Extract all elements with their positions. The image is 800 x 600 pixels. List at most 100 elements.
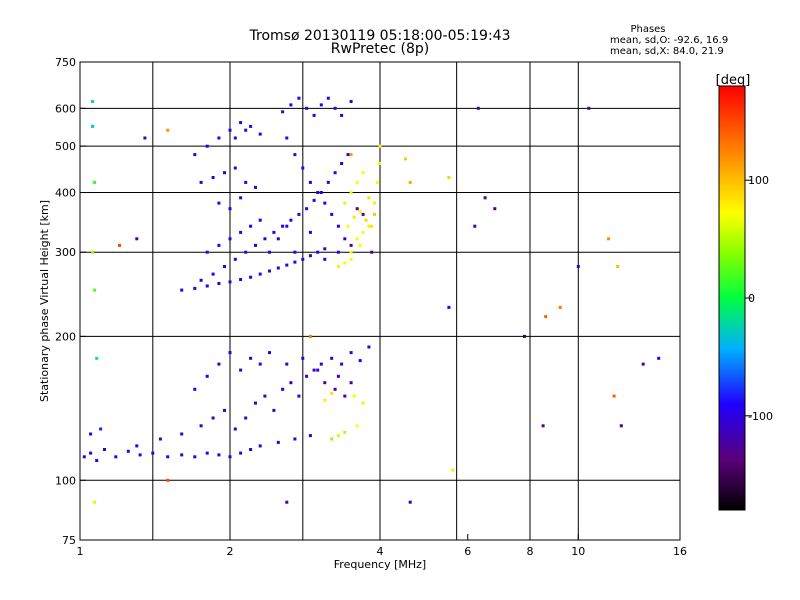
data-point [305,374,309,378]
data-point [483,196,487,200]
data-point [312,198,316,202]
data-point [493,207,497,211]
data-point [352,215,356,219]
x-tick-label: 6 [464,545,471,558]
data-point [301,166,305,170]
data-point [312,368,316,372]
data-point [349,153,353,157]
data-point [361,230,365,234]
data-point [272,230,276,234]
data-point [143,136,147,140]
data-point [138,453,142,457]
data-point [361,212,365,216]
data-point [239,196,243,200]
data-point [91,100,95,103]
colorbar [718,85,746,511]
data-point [205,284,209,288]
data-point [258,444,262,448]
data-point [244,250,248,254]
data-point [408,500,412,504]
data-point [323,381,327,385]
data-point [316,368,320,372]
data-point [336,224,340,228]
y-tick-label: 600 [55,102,76,115]
chart-subtitle: RwPretec (8p) [331,41,429,57]
data-point [612,394,616,398]
y-tick-label: 750 [55,56,76,69]
data-point [239,451,243,455]
data-point [370,250,374,254]
data-point [118,243,121,247]
data-point [293,260,297,264]
data-point [166,455,170,459]
data-point [476,106,480,110]
data-point [323,257,327,261]
data-point [263,394,267,398]
data-point [135,237,139,241]
data-point [285,224,289,228]
data-point [447,176,451,179]
data-point [249,224,253,228]
data-point [312,113,316,117]
data-point [297,394,301,398]
data-point [319,103,323,107]
data-point [323,398,327,402]
data-point [285,136,289,140]
data-point [333,106,337,110]
data-point [349,257,353,261]
data-point [166,478,170,482]
data-point [367,196,371,200]
data-point [641,362,645,366]
data-point [211,272,215,276]
data-point [285,263,289,267]
x-tick-label: 1 [77,545,84,558]
data-point [228,128,232,132]
data-point [316,250,320,254]
data-point [91,250,95,254]
data-point [349,243,353,247]
data-point [211,416,215,420]
data-point [308,180,312,184]
data-point [336,265,340,268]
data-point [166,128,170,132]
data-point [211,176,215,179]
data-point [233,166,237,170]
data-point [217,453,221,457]
data-point [199,180,203,184]
data-point [343,430,347,434]
colorbar-tick-label: 100 [748,174,769,187]
data-point [326,180,330,184]
data-point [276,237,280,241]
data-point [99,427,103,431]
data-point [205,374,209,378]
data-point [333,171,337,175]
data-point [217,362,221,366]
data-point [293,250,297,254]
data-point [355,424,359,428]
data-point [330,437,334,441]
x-tick-label: 2 [227,545,234,558]
data-point [358,210,362,213]
data-point [576,265,580,268]
data-point [523,334,526,338]
data-point [228,280,232,284]
data-point [193,153,197,157]
data-point [193,455,197,459]
data-point [233,257,237,261]
data-point [95,459,99,462]
y-tick-label: 300 [55,246,76,259]
data-point [217,243,221,247]
data-point [330,391,334,395]
data-point [223,408,226,412]
data-point [349,100,353,103]
data-point [358,359,362,363]
colorbar-tick-label: -100 [748,410,773,423]
data-point [373,201,376,205]
data-point [114,455,118,459]
data-point [336,374,340,378]
data-point [223,265,226,268]
data-point [199,424,203,428]
data-point [361,401,365,405]
data-point [607,237,610,241]
data-point [343,261,347,265]
